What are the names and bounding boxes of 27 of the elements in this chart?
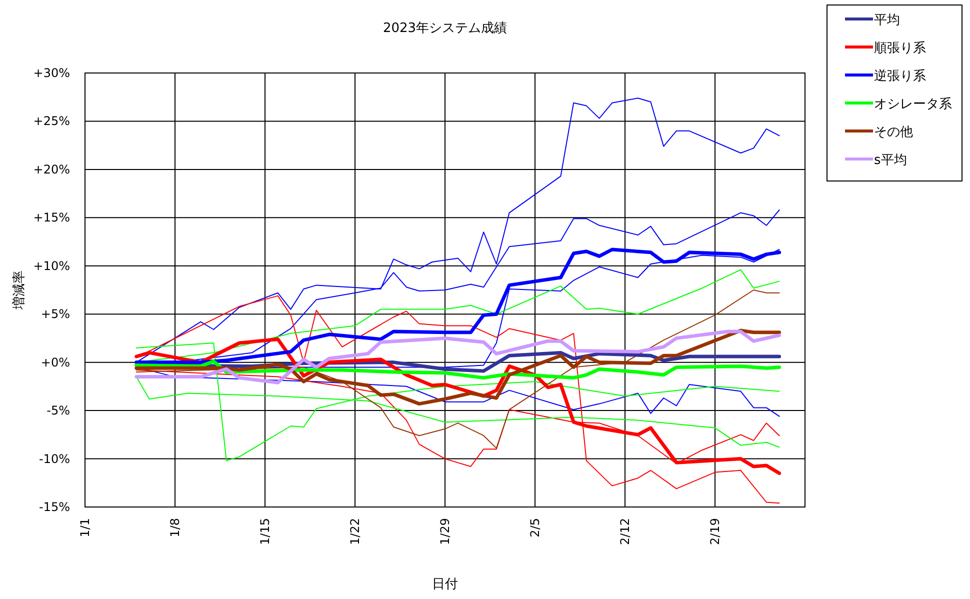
legend-label: その他 — [874, 125, 913, 140]
x-tick-label: 2/19 — [708, 518, 722, 545]
y-tick-label: +30% — [33, 66, 70, 80]
y-tick-label: +0% — [40, 355, 70, 370]
y-tick-label: +10% — [33, 258, 70, 273]
y-axis-title: 増減率 — [11, 270, 27, 310]
legend-label: オシレータ系 — [874, 97, 952, 112]
y-tick-label: +15% — [33, 210, 70, 225]
y-tick-label: -10% — [38, 452, 70, 466]
x-tick-label: 2/12 — [618, 518, 632, 545]
x-tick-label: 2/5 — [528, 518, 542, 538]
y-tick-label: -5% — [46, 404, 70, 418]
y-tick-label: +20% — [33, 162, 70, 176]
x-tick-label: 1/1 — [78, 518, 92, 538]
y-tick-label: +25% — [33, 114, 70, 128]
legend-label: 順張り系 — [874, 41, 926, 56]
legend-label: 逆張り系 — [874, 69, 926, 84]
x-tick-label: 1/29 — [438, 518, 452, 545]
x-axis-title: 日付 — [432, 577, 458, 592]
y-tick-label: -15% — [38, 500, 70, 514]
x-tick-label: 1/8 — [168, 518, 182, 538]
y-tick-label: +5% — [40, 307, 70, 322]
x-tick-label: 1/22 — [348, 518, 362, 545]
chart-title: 2023年システム成績 — [382, 21, 508, 36]
x-tick-label: 1/15 — [258, 518, 272, 545]
legend-label: s平均 — [874, 153, 907, 168]
legend-label: 平均 — [874, 13, 900, 28]
